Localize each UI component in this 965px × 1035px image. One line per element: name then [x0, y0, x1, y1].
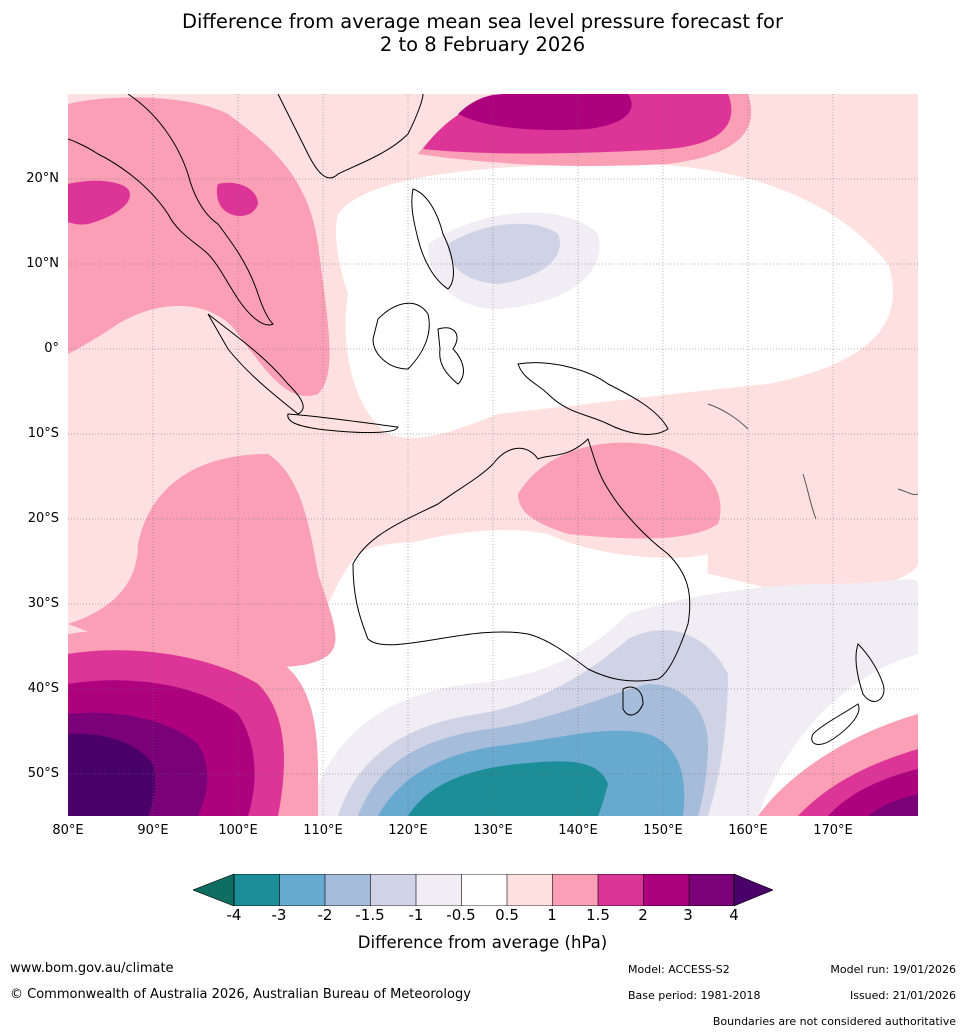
- map-title: Difference from average mean sea level p…: [0, 10, 965, 56]
- neg-1-tropical: [448, 223, 560, 284]
- colorbar: [193, 874, 773, 906]
- colorbar-extend-low: [193, 874, 235, 906]
- colorbar-bin-neutral: [461, 874, 507, 906]
- map-canvas: [68, 94, 918, 816]
- coastlines: [68, 94, 885, 745]
- lat-label-10s: 10°S: [27, 426, 59, 441]
- coast-china: [277, 94, 424, 179]
- colorbar-bin-neg0_5: [416, 874, 462, 906]
- coast-vanuatu: [802, 473, 817, 520]
- neg-3-southern: [408, 761, 608, 816]
- colorbar-tick: 1.5: [586, 906, 610, 924]
- colorbar-bin-neg1_5: [325, 874, 371, 906]
- pos-2-asia-inland: [216, 182, 258, 216]
- colorbar-dividers: [279, 874, 690, 906]
- title-line-2: 2 to 8 February 2026: [379, 33, 586, 56]
- lat-label-30s: 30°S: [27, 596, 59, 611]
- lon-label-100e: 100°E: [218, 823, 258, 838]
- colorbar-bin-pos0_5: [507, 874, 553, 906]
- colorbar-bin-neg3: [234, 874, 280, 906]
- pacific-islands: [707, 403, 918, 520]
- coast-philippines: [411, 188, 454, 290]
- pos-4-tasman: [868, 794, 918, 816]
- coast-australia: [352, 438, 691, 682]
- pos-2-asia: [68, 180, 130, 225]
- colorbar-tick: 2: [638, 906, 648, 924]
- colorbar-tick: -3: [271, 906, 287, 924]
- lat-label-20s: 20°S: [27, 511, 59, 526]
- graticule: [68, 94, 918, 816]
- coast-se-asia: [68, 94, 274, 326]
- colorbar-tick: 1: [547, 906, 557, 924]
- colorbar-label: Difference from average (hPa): [357, 933, 608, 952]
- coast-borneo: [372, 302, 430, 370]
- lon-label-80e: 80°E: [52, 823, 84, 838]
- lon-label-130e: 130°E: [473, 823, 513, 838]
- model-run-date: Model run: 19/01/2026: [830, 963, 956, 976]
- coast-new-guinea: [517, 362, 669, 435]
- issued-date: Issued: 21/01/2026: [849, 989, 956, 1002]
- coast-new-zealand-south: [811, 703, 860, 745]
- title-line-1: Difference from average mean sea level p…: [182, 10, 783, 33]
- neutral-region-tropics: [336, 164, 894, 438]
- copyright-text: © Commonwealth of Australia 2026, Austra…: [10, 987, 471, 1002]
- colorbar-tick: -2: [317, 906, 333, 924]
- colorbar-bin-pos3: [689, 874, 734, 906]
- boundary-disclaimer: Boundaries are not considered authoritat…: [712, 1015, 956, 1028]
- lon-label-90e: 90°E: [137, 823, 169, 838]
- colorbar-bin-pos1_5: [598, 874, 644, 906]
- colorbar-tick: -1: [408, 906, 424, 924]
- colorbar-extend-high: [733, 874, 773, 906]
- pos-3-north-pacific: [458, 94, 632, 131]
- pos-1-australia-north: [518, 442, 721, 539]
- coast-java: [287, 413, 399, 433]
- coast-sumatra: [207, 313, 304, 415]
- lon-label-140e: 140°E: [558, 823, 598, 838]
- pos-1-indian-ocean: [68, 454, 336, 667]
- colorbar-tick: -0.5: [446, 906, 476, 924]
- pos-max-sw-indian: [68, 733, 156, 816]
- coast-new-zealand-north: [855, 643, 885, 702]
- colorbar-tick: -1.5: [355, 906, 385, 924]
- colorbar-frame: [233, 874, 735, 906]
- colorbar-tick: -4: [226, 906, 242, 924]
- colorbar-bin-neg1: [370, 874, 416, 906]
- colorbar-bin-pos2: [643, 874, 689, 906]
- coast-tasmania: [622, 686, 644, 716]
- colorbar-bin-neg2: [279, 874, 325, 906]
- colorbar-tick: 0.5: [495, 906, 519, 924]
- model-name: Model: ACCESS-S2: [628, 963, 730, 976]
- colorbar-tick: 4: [729, 906, 739, 924]
- lon-label-160e: 160°E: [728, 823, 768, 838]
- base-period: Base period: 1981-2018: [628, 989, 761, 1002]
- coast-sulawesi: [437, 327, 464, 385]
- lat-label-50s: 50°S: [27, 766, 59, 781]
- lon-label-120e: 120°E: [388, 823, 428, 838]
- lon-label-170e: 170°E: [813, 823, 853, 838]
- colorbar-tick: 3: [683, 906, 693, 924]
- lat-label-40s: 40°S: [27, 681, 59, 696]
- lat-label-0: 0°: [44, 341, 59, 356]
- anomaly-map: [68, 94, 918, 816]
- coast-solomon-islands: [707, 403, 749, 430]
- lat-label-10n: 10°N: [26, 256, 59, 271]
- lon-label-150e: 150°E: [643, 823, 683, 838]
- colorbar-bin-pos1: [552, 874, 598, 906]
- lon-label-110e: 110°E: [303, 823, 343, 838]
- bom-climate-link[interactable]: www.bom.gov.au/climate: [10, 961, 174, 976]
- coast-fiji: [897, 488, 918, 495]
- lat-label-20n: 20°N: [26, 171, 59, 186]
